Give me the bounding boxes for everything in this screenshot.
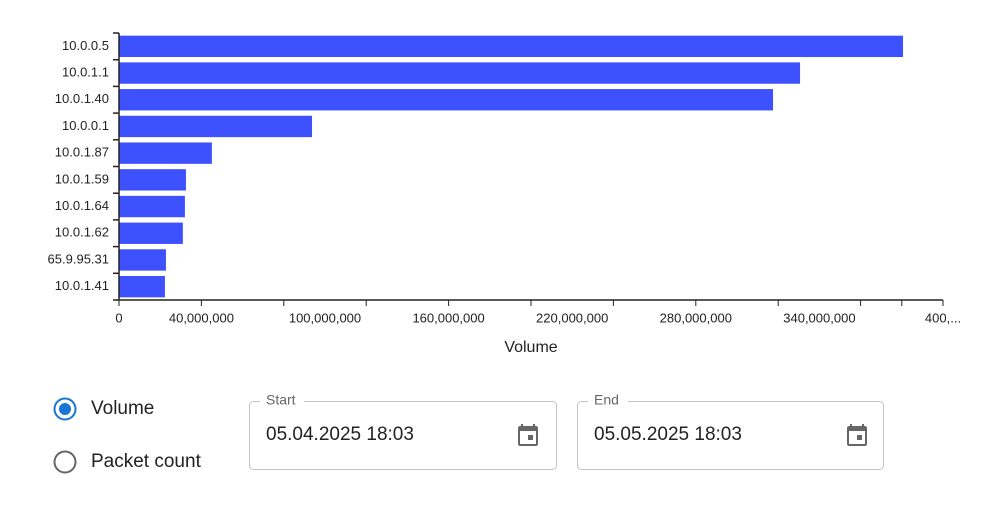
start-field[interactable]: Start 05.04.2025 18:03: [249, 392, 557, 470]
bar: [119, 115, 313, 138]
y-tick-label: 10.0.1.62: [55, 225, 109, 240]
radio-label: Packet count: [91, 451, 202, 472]
bar: [119, 222, 183, 244]
y-tick-label: 10.0.1.41: [55, 278, 109, 293]
y-tick-label: 10.0.0.5: [62, 38, 109, 53]
field-border: [249, 401, 557, 470]
icon-path: [847, 424, 867, 446]
y-tick-label: 10.0.1.64: [55, 198, 109, 213]
label-gap: [588, 395, 628, 407]
radio-volume[interactable]: Volume: [53, 397, 155, 421]
field-label: Start: [266, 392, 296, 408]
y-tick-label: 10.0.1.59: [55, 171, 109, 186]
bar: [119, 142, 212, 164]
y-tick-label: 65.9.95.31: [48, 251, 109, 266]
field-border: [577, 401, 884, 470]
field-label: End: [594, 392, 619, 408]
bar: [119, 249, 166, 271]
field-value: 05.04.2025 18:03: [266, 424, 414, 445]
icon-path: [518, 424, 538, 446]
x-tick-label: 160,000,000: [412, 310, 484, 325]
y-tick-label: 10.0.1.87: [55, 145, 109, 160]
x-tick-label: 0: [115, 310, 122, 325]
x-axis-title: Volume: [504, 339, 557, 356]
x-tick-label: 340,000,000: [783, 310, 855, 325]
bar: [119, 62, 801, 84]
x-tick-label: 100,000,000: [289, 310, 361, 325]
x-tick-label: 40,000,000: [169, 310, 234, 325]
bar: [119, 195, 185, 218]
radio-outer: [53, 450, 77, 474]
bar: [119, 169, 186, 191]
x-tick-label: 400,...: [925, 310, 961, 325]
y-tick-label: 10.0.1.40: [55, 91, 109, 106]
radio-dot: [59, 403, 71, 415]
y-tick-label: 10.0.1.1: [62, 64, 109, 79]
radio-outer: [53, 397, 77, 421]
y-tick-label: 10.0.0.1: [62, 118, 109, 133]
end-field[interactable]: End 05.05.2025 18:03: [577, 392, 884, 470]
bar: [119, 275, 165, 298]
x-tick-label: 220,000,000: [536, 310, 608, 325]
radio-label: Volume: [91, 398, 154, 419]
field-value: 05.05.2025 18:03: [594, 424, 742, 445]
calendar-icon[interactable]: [518, 424, 538, 446]
calendar-icon[interactable]: [847, 424, 867, 446]
label-gap: [260, 395, 304, 407]
x-tick-label: 280,000,000: [660, 310, 732, 325]
radio-packet-count[interactable]: Packet count: [53, 450, 202, 474]
bar: [119, 35, 904, 58]
bar: [119, 89, 774, 111]
